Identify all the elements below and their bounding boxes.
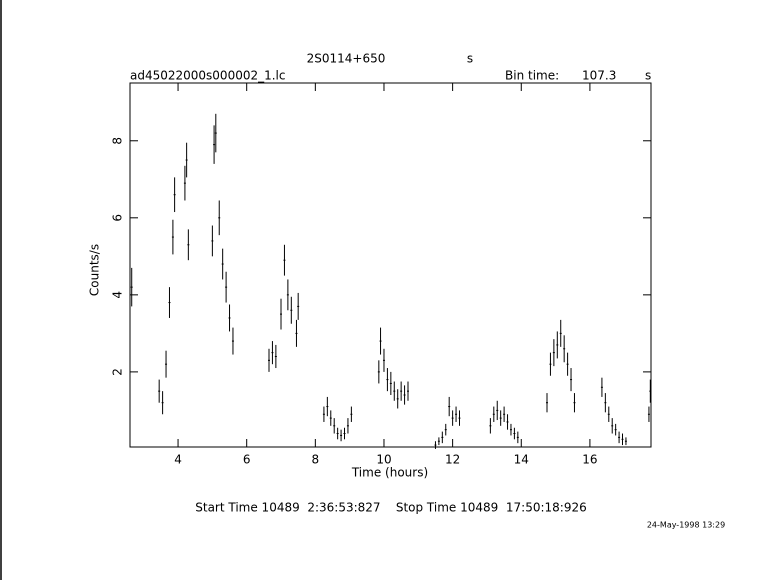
date-stamp: 24-May-1998 13:29 (647, 521, 725, 530)
x-tick-label: 10 (376, 453, 391, 467)
file-name: ad45022000s000002_1.lc (130, 69, 286, 83)
y-axis-label: Counts/s (88, 244, 102, 296)
x-tick-label: 12 (445, 453, 460, 467)
bin-label: Bin time: (505, 69, 559, 83)
title-unit: s (467, 52, 473, 66)
y-tick-label: 8 (111, 137, 125, 145)
chart-title: 2S0114+650 (307, 52, 386, 66)
bin-unit: s (645, 69, 651, 83)
x-tick-label: 16 (582, 453, 597, 467)
x-tick-label: 14 (514, 453, 529, 467)
x-tick-label: 8 (312, 453, 320, 467)
y-tick-label: 4 (111, 291, 125, 299)
plot-frame (129, 82, 652, 448)
x-tick-label: 6 (243, 453, 251, 467)
y-tick-label: 2 (111, 368, 125, 376)
time-range: Start Time 10489 2:36:53:827 Stop Time 1… (195, 501, 587, 515)
bin-value: 107.3 (582, 69, 616, 83)
x-tick-label: 4 (174, 453, 182, 467)
y-tick-label: 6 (111, 214, 125, 222)
x-axis-label: Time (hours) (351, 466, 428, 480)
